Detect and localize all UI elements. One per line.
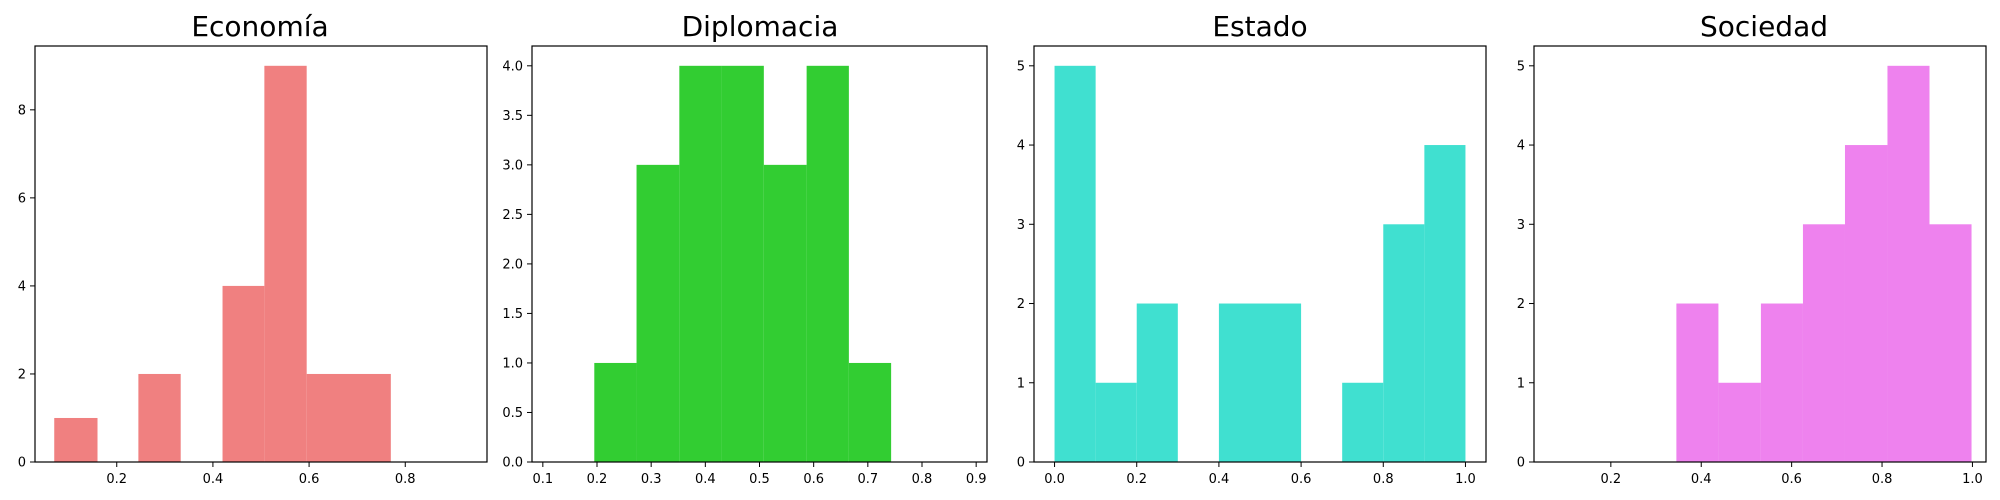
histogram-bar: [348, 373, 391, 462]
y-tick-label: 1: [1017, 376, 1025, 391]
y-tick-label: 6: [18, 191, 26, 206]
panel-diplomacia: Diplomacia 0.1 0.2 0.3 0.4 0.5 0.6 0.7 0.8 0.90.…: [502, 10, 988, 487]
histogram-bar: [1844, 145, 1888, 463]
panel-title: Estado: [1212, 10, 1307, 43]
histogram-bar: [1929, 224, 1972, 462]
axes-frame: [1533, 45, 1987, 463]
panel-economia: Economía 0.2 0.4 0.6 0.8 0 2 4 6 8: [18, 10, 488, 487]
histogram-bar: [848, 362, 892, 462]
y-tick-label: 3.5: [502, 109, 523, 124]
x-tick-label: 0.7: [857, 472, 878, 487]
plot-area: 0.1 0.2 0.3 0.4 0.5 0.6 0.7 0.8 0.9 0.0 0.5 1.0 1.5 2…: [502, 45, 988, 487]
histogram-bar: [1054, 65, 1096, 463]
histogram-bar: [763, 164, 807, 462]
y-tick-label: 3.0: [502, 158, 523, 173]
panel-title: Diplomacia: [682, 10, 839, 43]
y-tick-label: 1.0: [502, 356, 523, 371]
histogram-bar: [679, 65, 722, 463]
histogram-bar: [636, 164, 680, 462]
y-tick-label: 4: [18, 279, 26, 294]
y-tick-label: 2.0: [502, 257, 523, 272]
x-tick-label: 0.4: [695, 472, 716, 487]
x-tick-label: 0.2: [1600, 472, 1621, 487]
y-tick-label: 1.5: [502, 307, 523, 322]
histogram-bar: [1760, 303, 1803, 462]
x-tick-label: 1.0: [1455, 472, 1476, 487]
histogram-bar: [594, 362, 637, 462]
y-tick-label: 0: [18, 456, 26, 471]
y-tick-label: 2.5: [502, 208, 523, 223]
plot-area: 0.0 0.2 0.4 0.6 0.8 1.0 0 1 2 3 4 5: [1017, 45, 1487, 487]
panel-sociedad: Sociedad 0.2 0.4 0.6 0.8 1.0 0 1 2 3 4 5: [1517, 10, 1987, 487]
x-tick-label: 0.6: [299, 472, 320, 487]
histogram-bar: [264, 65, 307, 463]
x-tick-label: 0.4: [203, 472, 224, 487]
x-tick-label: 0.2: [106, 472, 127, 487]
plot-area: 0.2 0.4 0.6 0.8 1.0 0 1 2 3 4 5: [1517, 45, 1987, 487]
y-tick-label: 1: [1517, 376, 1525, 391]
histogram-bar: [1802, 224, 1845, 462]
plot-area: 0.2 0.4 0.6 0.8 0 2 4 6 8: [18, 45, 488, 487]
histogram-bar: [1260, 303, 1302, 462]
y-tick-label: 4.0: [502, 59, 523, 74]
y-tick-label: 4: [1017, 139, 1025, 154]
y-tick-label: 0.5: [502, 406, 523, 421]
histogram-bar: [306, 373, 349, 462]
y-tick-label: 5: [1517, 59, 1525, 74]
y-tick-label: 0: [1017, 456, 1025, 471]
x-tick-label: 0.4: [1209, 472, 1230, 487]
x-tick-label: 0.1: [532, 472, 553, 487]
histogram-bar: [1136, 303, 1178, 462]
axes-frame: [34, 45, 488, 463]
x-tick-label: 0.8: [395, 472, 416, 487]
x-tick-label: 1.0: [1962, 472, 1983, 487]
x-tick-label: 0.9: [966, 472, 987, 487]
histogram-bar: [1383, 224, 1425, 462]
axes-frame: [1033, 45, 1487, 463]
histogram-bar: [721, 65, 764, 463]
y-tick-label: 8: [18, 103, 26, 118]
histogram-bar: [138, 373, 181, 462]
x-tick-label: 0.8: [1872, 472, 1893, 487]
y-tick-label: 0: [1517, 456, 1525, 471]
x-tick-label: 0.6: [1781, 472, 1802, 487]
x-tick-label: 0.5: [749, 472, 770, 487]
x-tick-label: 0.8: [1373, 472, 1394, 487]
panel-estado: Estado 0.0 0.2 0.4 0.6 0.8 1.0 0 1 2 3 4 5: [1017, 10, 1487, 487]
panel-title: Economía: [191, 10, 328, 43]
x-tick-label: 0.6: [1291, 472, 1312, 487]
y-tick-label: 0.0: [502, 456, 523, 471]
x-tick-label: 0.0: [1044, 472, 1065, 487]
histogram-bar: [1095, 382, 1137, 462]
histogram-bar: [222, 285, 265, 462]
x-tick-label: 0.4: [1691, 472, 1712, 487]
x-tick-label: 0.2: [587, 472, 608, 487]
y-tick-label: 2: [18, 367, 26, 382]
y-tick-label: 4: [1517, 139, 1525, 154]
histogram-bar: [1718, 382, 1761, 462]
histogram-bar: [1218, 303, 1260, 462]
y-tick-label: 3: [1517, 218, 1525, 233]
panel-title: Sociedad: [1700, 10, 1828, 43]
histogram-bar: [806, 65, 849, 463]
y-tick-label: 2: [1517, 297, 1525, 312]
histogram-bar: [54, 417, 98, 462]
x-tick-label: 0.3: [641, 472, 662, 487]
y-tick-label: 3: [1017, 218, 1025, 233]
x-tick-label: 0.2: [1126, 472, 1147, 487]
histogram-bar: [1887, 65, 1930, 463]
x-tick-label: 0.6: [803, 472, 824, 487]
histogram-bar: [1342, 382, 1384, 462]
x-tick-label: 0.8: [912, 472, 933, 487]
histogram-bar: [1424, 145, 1466, 463]
y-tick-label: 2: [1017, 297, 1025, 312]
histogram-bar: [1676, 303, 1719, 462]
y-tick-label: 5: [1017, 59, 1025, 74]
